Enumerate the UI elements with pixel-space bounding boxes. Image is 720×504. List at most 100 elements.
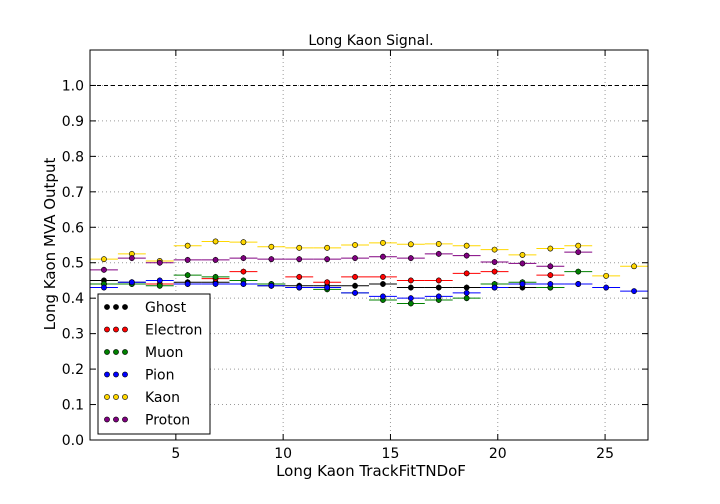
data-point	[407, 300, 414, 307]
legend-marker	[104, 304, 110, 310]
data-point	[575, 281, 582, 287]
data-point	[463, 242, 470, 249]
data-point	[240, 268, 247, 275]
data-point	[547, 272, 554, 279]
data-point	[407, 255, 414, 262]
legend-marker	[113, 371, 119, 378]
legend-marker	[122, 304, 128, 310]
chart-title: Long Kaon Signal.	[308, 33, 433, 49]
legend-marker	[113, 416, 119, 423]
data-point	[352, 282, 358, 289]
data-point	[184, 242, 191, 249]
x-tick-label: 10	[274, 446, 292, 462]
data-point	[407, 241, 414, 248]
data-point	[547, 245, 554, 252]
legend-marker	[113, 394, 119, 400]
data-point	[491, 246, 498, 253]
data-point	[575, 268, 582, 275]
legend-box	[97, 293, 211, 435]
data-point	[435, 277, 442, 284]
data-point	[212, 256, 219, 263]
data-point	[268, 282, 275, 289]
data-point	[352, 255, 358, 262]
series-pion	[90, 277, 648, 302]
data-point	[463, 284, 470, 291]
data-point	[296, 256, 303, 263]
legend-marker	[104, 416, 110, 423]
x-tick-label: 20	[489, 446, 507, 462]
data-point	[184, 256, 191, 263]
data-point	[296, 244, 303, 251]
y-tick-label: 1.0	[62, 78, 84, 94]
data-point	[491, 284, 498, 291]
data-point	[352, 242, 358, 248]
data-point	[101, 256, 107, 263]
data-point	[268, 243, 275, 250]
data-point	[128, 255, 135, 262]
data-point	[463, 289, 470, 296]
series-layer	[90, 238, 648, 307]
data-point	[547, 281, 554, 287]
data-point	[603, 272, 610, 279]
data-point	[240, 239, 247, 246]
y-tick-label: 0.9	[62, 114, 84, 130]
legend-label: Kaon	[145, 390, 180, 406]
data-point	[575, 249, 582, 255]
y-tick-label: 0.2	[62, 362, 84, 378]
data-point	[184, 281, 191, 287]
data-point	[212, 238, 219, 245]
data-point	[435, 250, 442, 257]
x-axis-label: Long Kaon TrackFitTNDoF	[276, 462, 466, 480]
data-point	[407, 284, 414, 291]
data-point	[156, 277, 163, 284]
y-tick-label: 0.7	[62, 185, 84, 201]
data-point	[407, 295, 414, 302]
data-point	[268, 256, 275, 263]
data-point	[547, 263, 554, 270]
data-point	[156, 259, 163, 266]
data-point	[491, 259, 498, 265]
legend-marker	[122, 416, 128, 423]
data-point	[352, 289, 358, 296]
data-point	[324, 244, 331, 251]
data-point	[519, 281, 526, 287]
legend: Ghost Electron Muon Pion Kaon Proton	[97, 293, 211, 435]
legend-marker	[113, 304, 119, 310]
data-point	[631, 288, 637, 294]
data-point	[324, 256, 331, 263]
data-point	[101, 284, 107, 291]
legend-label: Proton	[145, 413, 190, 429]
legend-marker	[122, 394, 128, 400]
data-point	[240, 255, 247, 262]
legend-label: Ghost	[145, 300, 187, 316]
legend-marker	[122, 371, 128, 378]
data-point	[352, 274, 358, 280]
legend-label: Electron	[145, 323, 202, 339]
data-point	[240, 281, 247, 287]
data-point	[128, 279, 135, 286]
legend-marker	[104, 349, 110, 355]
y-tick-label: 0.0	[62, 433, 84, 449]
data-point	[575, 242, 582, 249]
series-kaon	[90, 238, 648, 279]
legend-marker	[104, 394, 110, 400]
legend-marker	[104, 326, 110, 333]
y-tick-label: 0.5	[62, 256, 84, 272]
data-point	[380, 274, 386, 280]
data-point	[519, 260, 526, 267]
series-proton	[90, 249, 593, 273]
data-point	[212, 281, 219, 287]
data-point	[463, 270, 470, 277]
y-tick-label: 0.1	[62, 398, 84, 414]
data-point	[380, 253, 386, 260]
data-point	[324, 279, 331, 286]
data-point	[184, 272, 191, 279]
data-point	[156, 282, 163, 289]
data-point	[435, 293, 442, 300]
x-tick-label: 15	[382, 446, 400, 462]
data-point	[296, 274, 303, 280]
data-point	[519, 252, 526, 258]
data-point	[435, 284, 442, 291]
legend-marker	[113, 349, 119, 355]
